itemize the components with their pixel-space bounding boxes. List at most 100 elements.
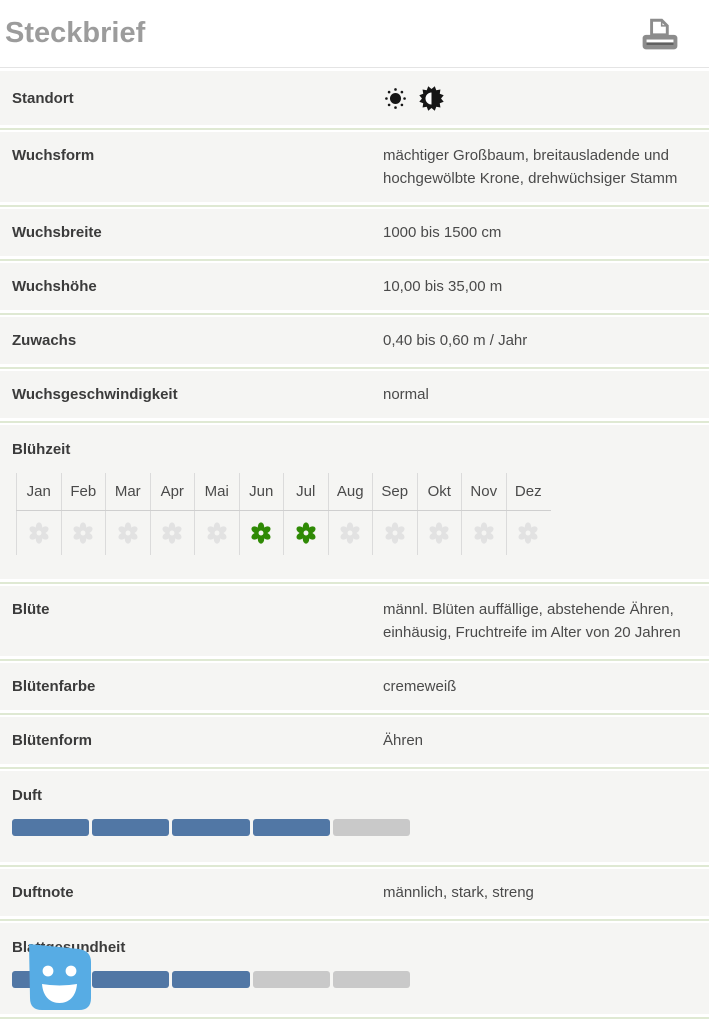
month-label-mai: Mai [194,473,239,510]
row-divider-line [0,864,709,867]
flower-cell-mar [105,511,150,555]
row-value-wuchsgeschwindigkeit: normal [383,386,429,403]
row-divider [0,764,709,771]
flower-cell-apr [149,511,195,555]
row-divider [0,579,709,586]
chat-widget-button[interactable] [20,941,99,1014]
row-divider [0,256,709,263]
month-label-jun: Jun [238,473,284,510]
row-label-zuwachs: Zuwachs [12,332,77,349]
flower-cell-nov [461,511,506,555]
row-bluete: Blüte männl. Blüten auffällige, abstehend… [0,586,709,656]
bloom-calendar: Jan Feb Mar Apr Mai Jun Jul Aug Sep Okt Nov Dez [16,473,551,555]
flower-inactive-icon [517,522,539,544]
row-divider [0,862,709,869]
flower-inactive-icon [384,522,406,544]
row-divider [0,916,709,923]
bar-segment [252,819,330,836]
row-label-bluete: Blüte [12,601,50,618]
row-label-wuchsgeschwindigkeit: Wuchsgeschwindigkeit [12,386,178,403]
row-wuchsbreite: Wuchsbreite 1000 bis 1500 cm [0,209,709,256]
flower-cell-okt [416,511,462,555]
flower-active-icon [250,522,272,544]
row-divider [0,364,709,371]
month-label-mar: Mar [105,473,150,510]
flower-inactive-icon [161,522,183,544]
row-divider [0,1014,709,1021]
row-divider-line [0,766,709,769]
row-label-standort: Standort [12,89,74,107]
row-value-wuchsbreite: 1000 bis 1500 cm [383,224,502,241]
row-divider [0,202,709,209]
header: Steckbrief [0,0,709,68]
row-divider-line [0,366,709,369]
row-wuchsgeschwindigkeit: Wuchsgeschwindigkeit normal [0,371,709,418]
row-divider [0,125,709,132]
flower-inactive-icon [339,522,361,544]
row-divider [0,310,709,317]
bar-segment [12,819,90,836]
sun-icon [383,86,408,111]
flower-inactive-icon [428,522,450,544]
row-divider-line [0,312,709,315]
row-value-bluete: männl. Blüten auffällige, abstehende Ähr… [383,601,681,641]
month-label-apr: Apr [149,473,195,510]
row-label-wuchsform: Wuchsform [12,147,95,164]
flower-cell-jan [16,511,61,555]
smiley-chat-icon [20,941,99,1014]
bloom-month-flowers [16,511,551,555]
row-divider-line [0,420,709,423]
row-value-zuwachs: 0,40 bis 0,60 m / Jahr [383,332,528,349]
month-label-nov: Nov [461,473,506,510]
bar-segment [332,971,411,988]
row-divider-line [0,918,709,921]
row-divider [0,656,709,663]
row-value-wuchsform: mächtiger Großbaum, breitausladende und … [383,147,678,187]
bar-segment [172,819,250,836]
month-label-jul: Jul [283,473,328,510]
flower-inactive-icon [473,522,495,544]
row-label-duftnote: Duftnote [12,884,74,901]
flower-inactive-icon [206,522,228,544]
bar-segment [252,971,330,988]
row-value-bluetenform: Ähren [383,732,424,749]
row-blattgesundheit: Blattgesundheit [0,923,709,1014]
row-duftnote: Duftnote männlich, stark, streng [0,869,709,916]
row-label-bluetenform: Blütenform [12,732,92,749]
rows: Standort Wuchsform mächtiger Großbaum, bre… [0,71,709,1021]
month-label-aug: Aug [327,473,373,510]
flower-cell-aug [327,511,373,555]
row-label-duft: Duft [12,787,42,804]
print-button[interactable] [639,18,681,58]
row-divider [0,418,709,425]
bar-segment [332,819,411,836]
bar-segment [92,971,170,988]
month-label-jan: Jan [16,473,61,510]
flower-cell-mai [194,511,239,555]
row-label-blattgesundheit: Blattgesundheit [12,939,126,956]
bloom-month-names: Jan Feb Mar Apr Mai Jun Jul Aug Sep Okt Nov Dez [16,473,551,511]
row-wuchshoehe: Wuchshöhe 10,00 bis 35,00 m [0,263,709,310]
row-label-wuchshoehe: Wuchshöhe [12,278,97,295]
page-title: Steckbrief [5,17,146,49]
flower-active-icon [295,522,317,544]
row-divider [0,710,709,717]
row-bluetenfarbe: Blütenfarbe cremeweiß [0,663,709,710]
flower-cell-sep [372,511,417,555]
row-label-bluehzeit: Blühzeit [12,441,71,458]
row-value-bluetenfarbe: cremeweiß [383,678,457,695]
row-value-wuchshoehe: 10,00 bis 35,00 m [383,278,503,295]
row-wuchsform: Wuchsform mächtiger Großbaum, breitauslad… [0,132,709,202]
row-zuwachs: Zuwachs 0,40 bis 0,60 m / Jahr [0,317,709,364]
row-divider-line [0,658,709,661]
printer-icon [639,18,681,55]
row-label-bluetenfarbe: Blütenfarbe [12,678,96,695]
flower-cell-jul [283,511,328,555]
rating-bar-duft [12,819,411,836]
row-value-duftnote: männlich, stark, streng [383,884,534,901]
row-divider-line [0,1016,709,1019]
flower-cell-dez [505,511,551,555]
month-label-okt: Okt [416,473,462,510]
flower-inactive-icon [117,522,139,544]
